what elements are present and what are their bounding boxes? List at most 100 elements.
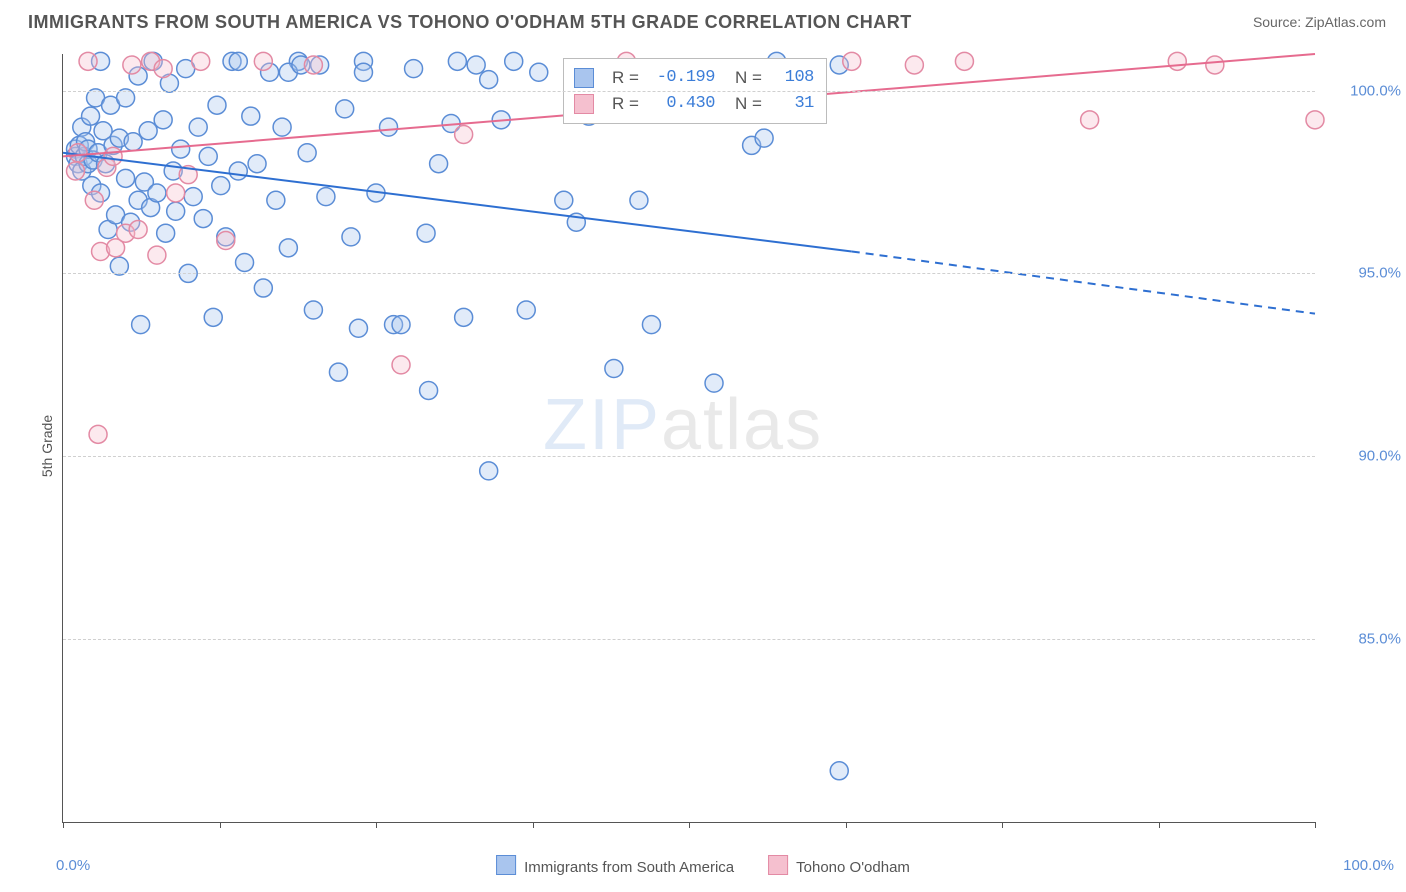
scatter-point: [236, 253, 254, 271]
gridline-h: [63, 456, 1315, 457]
scatter-point: [392, 356, 410, 374]
x-axis-max-label: 100.0%: [1343, 857, 1394, 874]
scatter-point: [82, 107, 100, 125]
scatter-point: [117, 89, 135, 107]
y-tick-label: 100.0%: [1329, 82, 1401, 99]
y-tick-label: 85.0%: [1329, 631, 1401, 648]
scatter-point: [273, 118, 291, 136]
swatch-series-b: [574, 94, 594, 114]
n-value: 31: [772, 91, 814, 117]
x-tick-mark: [533, 822, 534, 828]
scatter-point: [392, 316, 410, 334]
scatter-point: [229, 162, 247, 180]
gridline-h: [63, 639, 1315, 640]
n-value: 108: [772, 65, 814, 91]
scatter-point: [148, 246, 166, 264]
x-tick-mark: [220, 822, 221, 828]
scatter-point: [85, 191, 103, 209]
r-value: 0.430: [649, 91, 715, 117]
scatter-point: [467, 56, 485, 74]
scatter-point: [830, 762, 848, 780]
scatter-point: [248, 155, 266, 173]
r-label: R =: [612, 65, 639, 91]
scatter-point: [705, 374, 723, 392]
scatter-point: [167, 184, 185, 202]
x-axis-min-label: 0.0%: [56, 857, 90, 874]
scatter-point: [605, 360, 623, 378]
scatter-point: [189, 118, 207, 136]
scatter-point: [154, 111, 172, 129]
scatter-point: [132, 316, 150, 334]
scatter-point: [420, 381, 438, 399]
source-attribution: Source: ZipAtlas.com: [1253, 14, 1386, 30]
legend-label: Tohono O'odham: [796, 859, 910, 876]
n-label: N =: [735, 65, 762, 91]
scatter-point: [380, 118, 398, 136]
scatter-point: [229, 52, 247, 70]
scatter-point: [642, 316, 660, 334]
x-tick-mark: [63, 822, 64, 828]
scatter-point: [148, 184, 166, 202]
scatter-point: [517, 301, 535, 319]
trend-line: [63, 153, 852, 252]
chart-title: IMMIGRANTS FROM SOUTH AMERICA VS TOHONO …: [28, 12, 912, 33]
scatter-point: [1206, 56, 1224, 74]
scatter-point: [117, 169, 135, 187]
scatter-point: [455, 308, 473, 326]
scatter-point: [192, 52, 210, 70]
x-tick-mark: [1159, 822, 1160, 828]
stat-row: R = 0.430 N = 31: [574, 91, 814, 117]
scatter-point: [208, 96, 226, 114]
scatter-point: [317, 188, 335, 206]
scatter-point: [955, 52, 973, 70]
scatter-point: [67, 162, 85, 180]
scatter-point: [1306, 111, 1324, 129]
scatter-point: [194, 210, 212, 228]
gridline-h: [63, 91, 1315, 92]
scatter-point: [167, 202, 185, 220]
legend-label: Immigrants from South America: [524, 859, 734, 876]
scatter-point: [217, 232, 235, 250]
scatter-point: [104, 147, 122, 165]
stat-row: R = -0.199 N = 108: [574, 65, 814, 91]
scatter-point: [630, 191, 648, 209]
scatter-point: [455, 125, 473, 143]
scatter-point: [905, 56, 923, 74]
legend-swatch: [768, 855, 788, 875]
scatter-point: [242, 107, 260, 125]
scatter-point: [1168, 52, 1186, 70]
scatter-point: [254, 52, 272, 70]
scatter-point: [843, 52, 861, 70]
source-name: ZipAtlas.com: [1305, 14, 1386, 30]
source-prefix: Source:: [1253, 14, 1305, 30]
scatter-point: [336, 100, 354, 118]
x-tick-mark: [1002, 822, 1003, 828]
scatter-point: [129, 221, 147, 239]
swatch-series-a: [574, 68, 594, 88]
scatter-point: [405, 60, 423, 78]
scatter-point: [204, 308, 222, 326]
scatter-point: [1081, 111, 1099, 129]
scatter-point: [139, 122, 157, 140]
legend: Immigrants from South America Tohono O'o…: [496, 855, 910, 876]
legend-item: Immigrants from South America: [496, 855, 734, 876]
scatter-point: [329, 363, 347, 381]
scatter-point: [304, 301, 322, 319]
x-tick-mark: [689, 822, 690, 828]
scatter-point: [430, 155, 448, 173]
chart-svg: [63, 54, 1315, 822]
scatter-point: [448, 52, 466, 70]
scatter-point: [267, 191, 285, 209]
scatter-point: [110, 257, 128, 275]
scatter-point: [298, 144, 316, 162]
legend-swatch: [496, 855, 516, 875]
y-axis-label: 5th Grade: [39, 415, 55, 477]
scatter-point: [154, 60, 172, 78]
scatter-point: [69, 144, 87, 162]
scatter-point: [755, 129, 773, 147]
scatter-point: [342, 228, 360, 246]
scatter-point: [349, 319, 367, 337]
x-tick-mark: [846, 822, 847, 828]
scatter-point: [124, 133, 142, 151]
r-label: R =: [612, 91, 639, 117]
